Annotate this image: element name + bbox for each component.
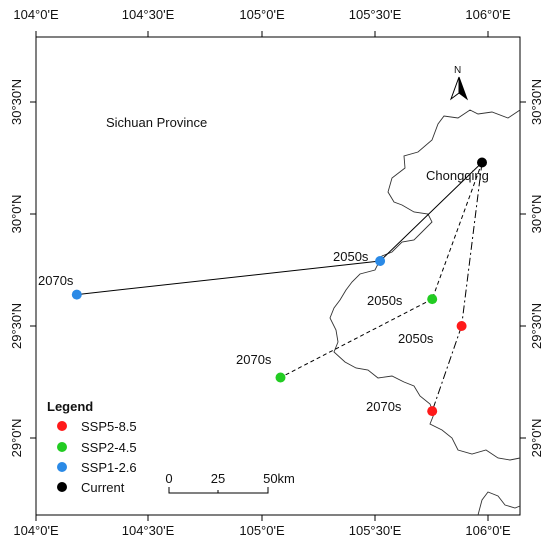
ssp245-trajectory-line [431, 162, 483, 300]
scale-label: 25 [211, 471, 225, 486]
province-boundary-south [477, 491, 521, 516]
province-boundary [329, 109, 521, 461]
x-tick-label-bottom: 105°30'E [349, 523, 402, 538]
legend-item-label: Current [81, 480, 125, 495]
y-tick-label-right: 29°30'N [529, 303, 544, 349]
scale-label: 50km [263, 471, 295, 486]
ssp585-trajectory-line [461, 162, 483, 327]
legend: Legend SSP5-8.5 SSP2-4.5 SSP1-2.6 Curren… [47, 399, 137, 495]
legend-swatch [57, 482, 67, 492]
legend-item-label: SSP2-4.5 [81, 440, 137, 455]
x-tick-label-bottom: 105°0'E [239, 523, 285, 538]
legend-swatch [57, 442, 67, 452]
y-tick-label-left: 29°30'N [9, 303, 24, 349]
y-tick-label-left: 30°0'N [9, 195, 24, 234]
ssp585-2070s-label: 2070s [366, 399, 402, 414]
ssp126-2070s-point [71, 289, 82, 300]
ssp585-trajectory-line [431, 325, 463, 412]
ssp245-2050s-point [427, 294, 438, 305]
x-tick-label-bottom: 106°0'E [465, 523, 511, 538]
ssp126-trajectory-line [379, 162, 483, 262]
ssp245-2070s-point [275, 372, 286, 383]
ssp585-2050s-label: 2050s [398, 331, 434, 346]
x-tick-label-top: 104°30'E [122, 7, 175, 22]
scale-bar: 0 25 50km [165, 471, 295, 494]
ssp245-2050s-label: 2050s [367, 293, 403, 308]
legend-title: Legend [47, 399, 93, 414]
x-tick-label-top: 105°30'E [349, 7, 402, 22]
region-label: Sichuan Province [106, 115, 207, 130]
x-tick-label-top: 104°0'E [13, 7, 59, 22]
ssp245-2070s-label: 2070s [236, 352, 272, 367]
y-tick-label-right: 29°0'N [529, 419, 544, 458]
current-centroid-point [477, 157, 487, 168]
legend-swatch [57, 421, 67, 431]
north-label: N [454, 65, 461, 76]
legend-swatch [57, 462, 67, 472]
map-frame [35, 36, 521, 516]
ssp126-2070s-label: 2070s [38, 273, 74, 288]
x-tick-label-bottom: 104°30'E [122, 523, 175, 538]
ssp585-2070s-point [427, 406, 438, 417]
north-arrow-icon: N [449, 65, 469, 101]
scale-label: 0 [165, 471, 172, 486]
x-tick-label-top: 105°0'E [239, 7, 285, 22]
ssp126-trajectory-line [76, 260, 381, 296]
ssp126-2050s-label: 2050s [333, 249, 369, 264]
ssp126-2050s-point [375, 256, 386, 266]
tick-marks [30, 31, 526, 521]
legend-item-label: SSP5-8.5 [81, 419, 137, 434]
x-tick-label-bottom: 104°0'E [13, 523, 59, 538]
y-tick-label-left: 29°0'N [9, 419, 24, 458]
ssp585-2050s-point [456, 321, 467, 331]
ssp245-trajectory-line [280, 298, 433, 378]
y-tick-label-left: 30°30'N [9, 79, 24, 125]
x-tick-label-top: 106°0'E [465, 7, 511, 22]
y-tick-label-right: 30°30'N [529, 79, 544, 125]
y-tick-label-right: 30°0'N [529, 195, 544, 234]
city-label: Chongqing [426, 168, 489, 183]
legend-item-label: SSP1-2.6 [81, 460, 137, 475]
